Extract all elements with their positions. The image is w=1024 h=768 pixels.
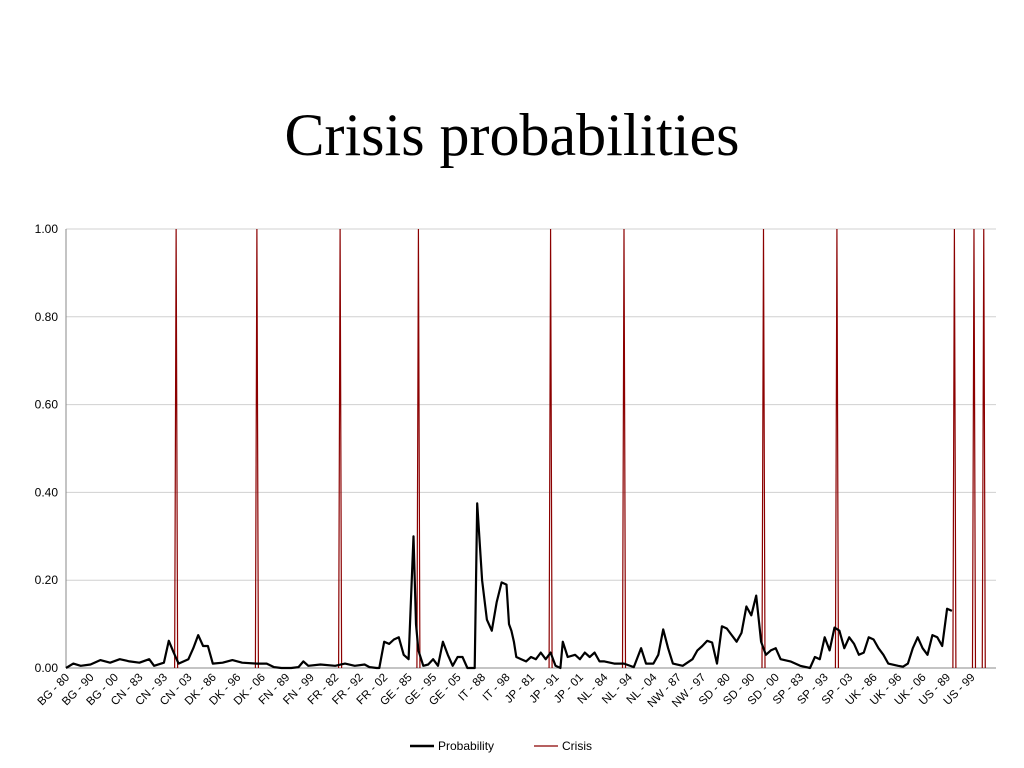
probability-line [65, 502, 953, 670]
y-tick-label: 0.00 [35, 661, 59, 675]
crisis-spike [416, 228, 421, 669]
probability-series [65, 502, 953, 670]
legend-crisis-label: Crisis [562, 739, 592, 753]
crisis-spike [834, 228, 840, 669]
y-tick-label: 0.40 [35, 485, 59, 499]
slide-title: Crisis probabilities [284, 102, 740, 168]
y-tick-label: 0.80 [35, 310, 59, 324]
crisis-series [174, 228, 986, 669]
crisis-spike [981, 228, 986, 669]
crisis-spike [952, 228, 957, 669]
crisis-spike [548, 228, 553, 669]
crisis-spike [761, 228, 766, 669]
crisis-spike [621, 228, 627, 669]
y-tick-label: 1.00 [35, 222, 59, 236]
crisis-spike [174, 228, 179, 669]
y-axis-ticks: 0.00 0.20 0.40 0.60 0.80 1.00 [35, 222, 59, 675]
crisis-spike [254, 228, 259, 669]
legend-probability-label: Probability [438, 739, 494, 753]
legend: Probability Crisis [410, 739, 592, 753]
y-tick-label: 0.20 [35, 573, 59, 587]
grid-layer [65, 228, 996, 669]
crisis-spike [338, 228, 343, 669]
crisis-spike [971, 228, 977, 669]
y-tick-label: 0.60 [35, 398, 59, 412]
